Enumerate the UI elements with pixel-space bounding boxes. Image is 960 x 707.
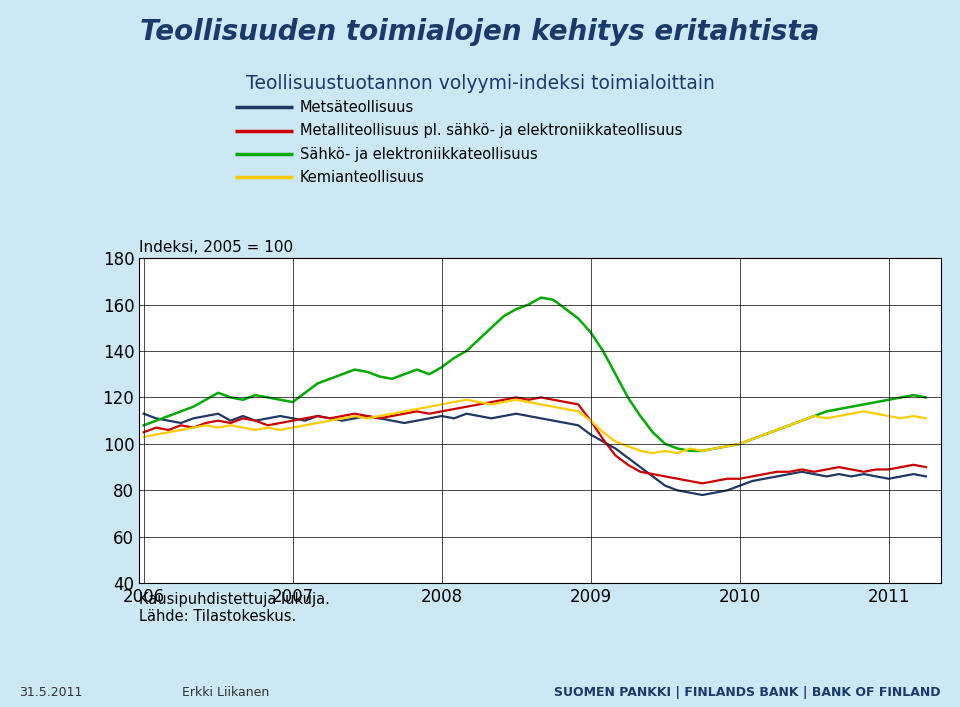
- Text: Metalliteollisuus pl. sähkö- ja elektroniikkateollisuus: Metalliteollisuus pl. sähkö- ja elektron…: [300, 123, 682, 139]
- Text: Lähde: Tilastokeskus.: Lähde: Tilastokeskus.: [139, 609, 297, 624]
- Text: Erkki Liikanen: Erkki Liikanen: [182, 686, 270, 699]
- Text: Kemianteollisuus: Kemianteollisuus: [300, 170, 424, 185]
- Text: Teollisuuden toimialojen kehitys eritahtista: Teollisuuden toimialojen kehitys eritaht…: [140, 18, 820, 46]
- Text: Indeksi, 2005 = 100: Indeksi, 2005 = 100: [139, 240, 294, 255]
- Text: Metsäteollisuus: Metsäteollisuus: [300, 100, 414, 115]
- Text: 31.5.2011: 31.5.2011: [19, 686, 83, 699]
- Text: Sähkö- ja elektroniikkateollisuus: Sähkö- ja elektroniikkateollisuus: [300, 146, 538, 162]
- Text: Kausipuhdistettuja lukuja.: Kausipuhdistettuja lukuja.: [139, 592, 330, 607]
- Text: SUOMEN PANKKI | FINLANDS BANK | BANK OF FINLAND: SUOMEN PANKKI | FINLANDS BANK | BANK OF …: [554, 686, 941, 699]
- Text: Teollisuustuotannon volyymi-indeksi toimialoittain: Teollisuustuotannon volyymi-indeksi toim…: [246, 74, 714, 93]
